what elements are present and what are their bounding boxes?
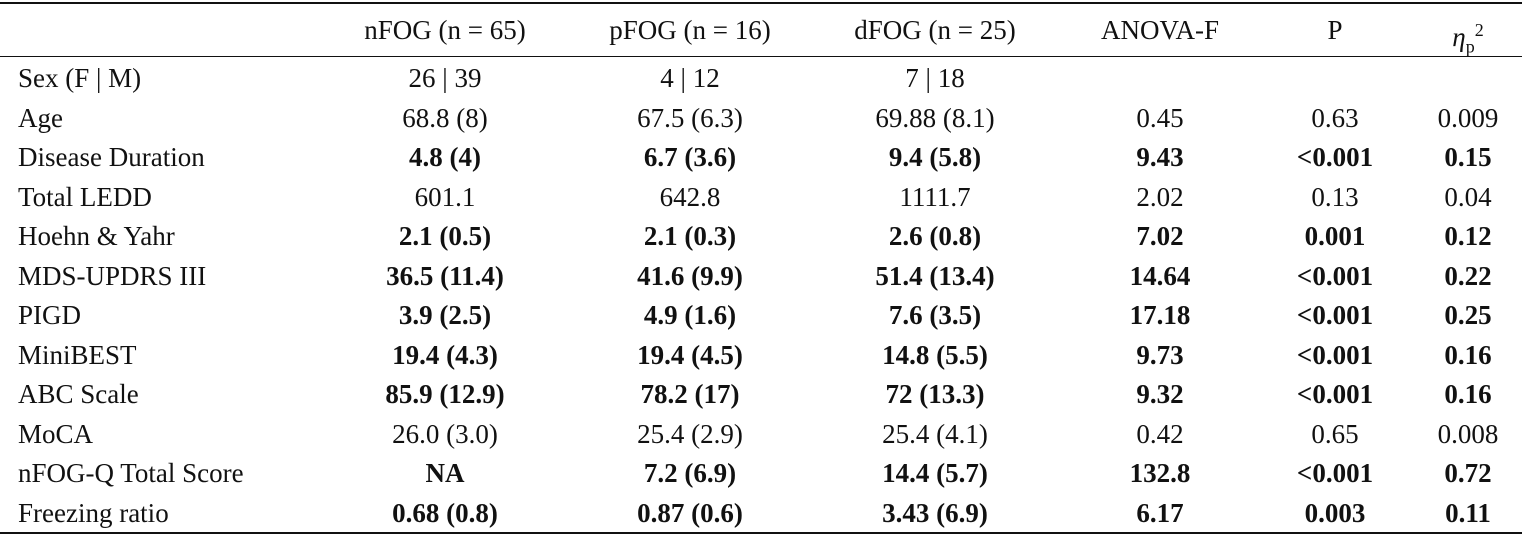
- eta-symbol: η: [1452, 22, 1466, 52]
- table-cell: <0.001: [1296, 142, 1374, 172]
- table-cell: 72 (13.3): [885, 379, 985, 409]
- table-cell: 19.4 (4.3): [392, 339, 498, 370]
- table-cell: 7.2 (6.9): [643, 458, 737, 488]
- table-cell: 68.8 (8): [402, 102, 488, 133]
- row-label: nFOG-Q Total Score: [18, 458, 244, 488]
- table-cell: 2.1 (0.3): [643, 221, 737, 251]
- table-cell: 0.11: [1445, 497, 1491, 528]
- table-cell: 0.68 (0.8): [392, 497, 498, 528]
- table-cell: 6.7 (3.6): [643, 142, 737, 172]
- table-cell: 0.42: [1136, 418, 1184, 449]
- table-cell: 7.02: [1136, 221, 1184, 251]
- table-cell: 9.4 (5.8): [888, 142, 982, 172]
- table-cell: 14.8 (5.5): [882, 339, 988, 370]
- table-cell: 26.0 (3.0): [392, 418, 498, 449]
- table-cell: 9.43: [1136, 142, 1184, 172]
- table-cell: 0.16: [1444, 339, 1492, 370]
- table-cell: 41.6 (9.9): [637, 260, 743, 291]
- row-label: Hoehn & Yahr: [18, 221, 175, 251]
- table-cell: 7 | 18: [905, 63, 965, 93]
- table-cell: 0.72: [1444, 458, 1492, 488]
- column-header: nFOG (n = 65): [364, 15, 526, 45]
- table-cell: 17.18: [1129, 300, 1191, 330]
- eta-subscript: p: [1465, 36, 1475, 57]
- column-header: ANOVA-F: [1100, 15, 1220, 45]
- column-header: dFOG (n = 25): [854, 15, 1016, 45]
- table-cell: 0.008: [1437, 418, 1499, 449]
- table-cell: 0.63: [1311, 102, 1359, 133]
- table-cell: 0.13: [1311, 181, 1359, 212]
- table-cell: 0.001: [1304, 221, 1366, 251]
- table-cell: <0.001: [1296, 260, 1374, 291]
- table-cell: 19.4 (4.5): [637, 339, 743, 370]
- table-cell: 2.6 (0.8): [888, 221, 982, 251]
- column-header: P: [1327, 15, 1343, 45]
- header-rule: [0, 56, 1522, 57]
- bottom-rule: [0, 532, 1522, 534]
- table-cell: 9.32: [1136, 379, 1184, 409]
- table-cell: 0.87 (0.6): [637, 497, 743, 528]
- table-cell: 3.9 (2.5): [398, 300, 492, 330]
- row-label: Age: [18, 102, 63, 133]
- row-label: MDS-UPDRS III: [18, 260, 207, 291]
- column-header: pFOG (n = 16): [609, 15, 771, 45]
- table-cell: 0.04: [1444, 181, 1492, 212]
- table-cell: 51.4 (13.4): [875, 260, 995, 291]
- table-cell: 4.9 (1.6): [643, 300, 737, 330]
- effect-size-header: ηp2: [1452, 15, 1483, 61]
- table-cell: 85.9 (12.9): [385, 379, 505, 409]
- table-cell: 0.15: [1444, 142, 1492, 172]
- table-cell: <0.001: [1296, 379, 1374, 409]
- table-cell: 25.4 (2.9): [637, 418, 743, 449]
- top-rule: [0, 2, 1522, 4]
- table-cell: 25.4 (4.1): [882, 418, 988, 449]
- table-cell: 0.003: [1304, 497, 1366, 528]
- table-cell: <0.001: [1296, 339, 1374, 370]
- row-label: Total LEDD: [18, 181, 152, 212]
- table-cell: 0.16: [1444, 379, 1492, 409]
- table-cell: <0.001: [1296, 300, 1374, 330]
- table-cell: 36.5 (11.4): [386, 260, 504, 291]
- table-cell: NA: [425, 458, 465, 488]
- table-cell: 67.5 (6.3): [637, 102, 743, 133]
- row-label: MoCA: [18, 418, 94, 449]
- table-cell: 132.8: [1129, 458, 1191, 488]
- row-label: Sex (F | M): [18, 63, 142, 93]
- table-cell: 0.22: [1444, 260, 1492, 291]
- table-cell: 69.88 (8.1): [875, 102, 995, 133]
- table-cell: 6.17: [1136, 497, 1184, 528]
- table-cell: 642.8: [659, 181, 721, 212]
- row-label: ABC Scale: [18, 379, 139, 409]
- row-label: MiniBEST: [18, 339, 137, 370]
- table-cell: 0.65: [1311, 418, 1359, 449]
- table-cell: 2.1 (0.5): [398, 221, 492, 251]
- table-cell: 0.12: [1444, 221, 1492, 251]
- row-label: Freezing ratio: [18, 497, 169, 528]
- table-cell: 26 | 39: [408, 63, 482, 93]
- table-cell: 0.009: [1437, 102, 1499, 133]
- table-cell: 3.43 (6.9): [882, 497, 988, 528]
- table-cell: 9.73: [1136, 339, 1184, 370]
- table-cell: <0.001: [1296, 458, 1374, 488]
- table-cell: 7.6 (3.5): [888, 300, 982, 330]
- row-label: PIGD: [18, 300, 82, 330]
- table-cell: 4.8 (4): [409, 142, 481, 172]
- table-cell: 0.45: [1136, 102, 1184, 133]
- table-cell: 0.25: [1444, 300, 1492, 330]
- table-cell: 601.1: [414, 181, 476, 212]
- table-cell: 14.64: [1129, 260, 1191, 291]
- table-cell: 4 | 12: [660, 63, 720, 93]
- table-cell: 2.02: [1136, 181, 1184, 212]
- table-cell: 1111.7: [899, 181, 971, 212]
- eta-superscript: 2: [1474, 20, 1484, 40]
- table-cell: 78.2 (17): [640, 379, 740, 409]
- table-cell: 14.4 (5.7): [882, 458, 988, 488]
- row-label: Disease Duration: [18, 142, 205, 172]
